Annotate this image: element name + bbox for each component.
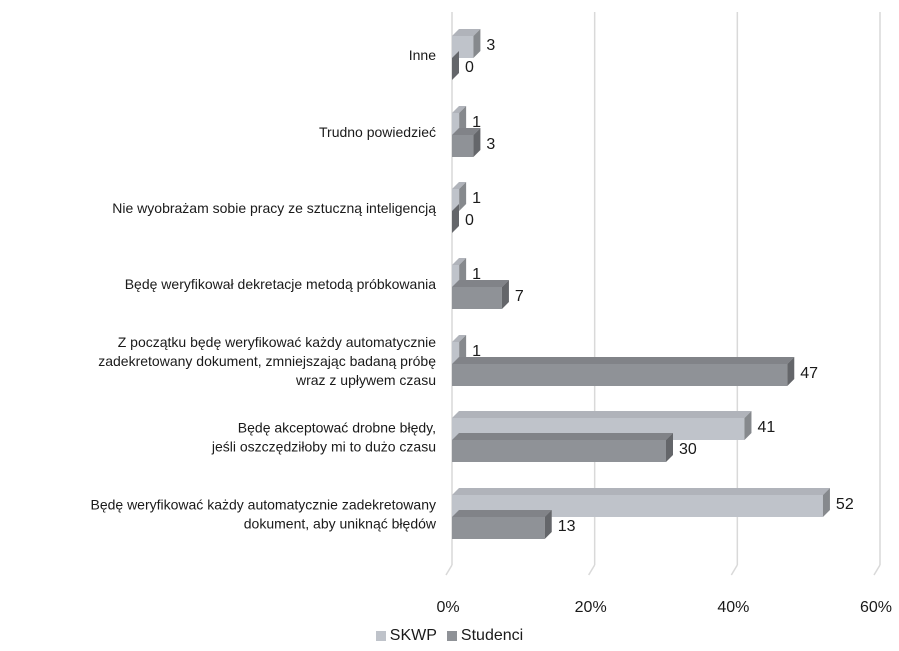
legend-swatch-skwp [375,631,386,641]
bar-top [452,433,673,440]
category-label-line: Z początku będę weryfikować każdy automa… [118,334,436,350]
category-label-line: dokument, aby uniknąć błędów [244,515,437,531]
x-tick-label: 60% [860,599,892,616]
category-label-line: zadekretowany dokument, zmniejszając bad… [98,353,436,369]
category-label-line: Trudno powiedzieć [319,124,436,140]
data-label: 0 [465,59,474,76]
bar-side [459,335,467,364]
bar-skwp-2 [452,182,467,211]
data-label: 1 [472,114,481,131]
bar-side [473,29,481,58]
bar-side [459,182,467,211]
bar-skwp-1 [452,106,467,135]
bar-skwp-0 [452,29,481,58]
bar-studenci-1 [452,128,481,157]
bar-studenci-4 [452,357,795,386]
category-labels: Inne Trudno powiedzieć Nie wyobrażam sobie… [90,47,436,532]
bar-studenci-5 [452,433,673,462]
bar-top [452,182,467,189]
category-label-line: Inne [409,47,436,63]
category-label-line: wraz z upływem czasu [295,372,436,388]
x-axis-ticks: 0% 20% 40% 60% [436,599,892,616]
bar-skwp-4 [452,335,467,364]
category-label-line: Nie wyobrażam sobie pracy ze sztuczną in… [112,200,436,216]
bar-studenci-2 [452,204,459,233]
bar-side [544,510,552,539]
x-tick-label: 0% [436,599,459,616]
bar-top [452,280,509,287]
bar-studenci-0 [452,51,459,80]
bar-side [822,488,830,517]
category-label: Inne [409,47,436,63]
legend-label-studenci: Studenci [460,627,524,644]
bar-top [452,29,481,36]
legend: SKWP Studenci [0,627,899,645]
bar-side [452,204,459,233]
bar-top [452,106,467,113]
data-label: 13 [558,518,576,535]
bar-side [459,106,467,135]
bar-top [452,357,795,364]
bar-front [452,440,666,462]
category-label-line: Będę akceptować drobne błędy, [238,419,436,435]
bar-studenci-3 [452,280,509,309]
data-label: 1 [472,190,481,207]
category-label-line: Będę weryfikować każdy automatycznie zad… [90,496,436,512]
bar-front [452,265,460,287]
bar-front [452,364,788,386]
bar-side [501,280,509,309]
category-label: Trudno powiedzieć [319,124,436,140]
data-label: 52 [836,496,854,513]
bar-front [452,189,460,211]
legend-swatch-studenci [446,631,457,641]
legend-label-skwp: SKWP [389,627,437,644]
bar-studenci-6 [452,510,552,539]
data-label: 7 [515,288,524,305]
bar-front [452,342,460,364]
bar-side [473,128,481,157]
data-label: 1 [472,266,481,283]
bar-front [452,517,545,539]
bar-top [452,128,481,135]
bar-side [452,51,459,80]
gridline-foot [445,564,453,576]
data-label: 30 [679,441,697,458]
data-label: 41 [757,419,775,436]
category-label: Będę weryfikował dekretacje metodą próbk… [125,276,436,292]
data-label: 3 [486,37,495,54]
category-label: Z początku będę weryfikować każdy automa… [98,334,436,388]
bar-side [459,258,467,287]
category-label: Będę weryfikować każdy automatycznie zad… [90,496,436,531]
gridline-foot [730,564,738,576]
data-label: 1 [472,343,481,360]
bar-front [452,287,502,309]
bar-side [666,433,673,462]
gridline-foot [873,564,881,576]
bar-front [452,135,474,157]
bar-front [452,36,474,58]
bar-top [452,510,552,517]
category-label: Będę akceptować drobne błędy, jeśli oszcz… [211,419,436,454]
bar-side [744,411,752,440]
category-label: Nie wyobrażam sobie pracy ze sztuczną in… [112,200,436,216]
x-tick-label: 40% [717,599,749,616]
data-label: 47 [800,365,818,382]
x-tick-label: 20% [575,599,607,616]
legend-item-studenci: Studenci [446,627,524,645]
bar-top [452,335,467,342]
bar-top [452,488,830,495]
bar-side [787,357,795,386]
data-label: 3 [486,136,495,153]
bar-top [452,411,752,418]
data-label: 0 [465,212,474,229]
category-label-line: Będę weryfikował dekretacje metodą próbk… [125,276,436,292]
bar-front [452,113,460,135]
category-label-line: jeśli oszczędziłoby mi to dużo czasu [211,438,436,454]
bar-skwp-3 [452,258,467,287]
legend-item-skwp: SKWP [375,627,437,645]
bar-top [452,258,467,265]
gridline-foot [588,564,596,576]
